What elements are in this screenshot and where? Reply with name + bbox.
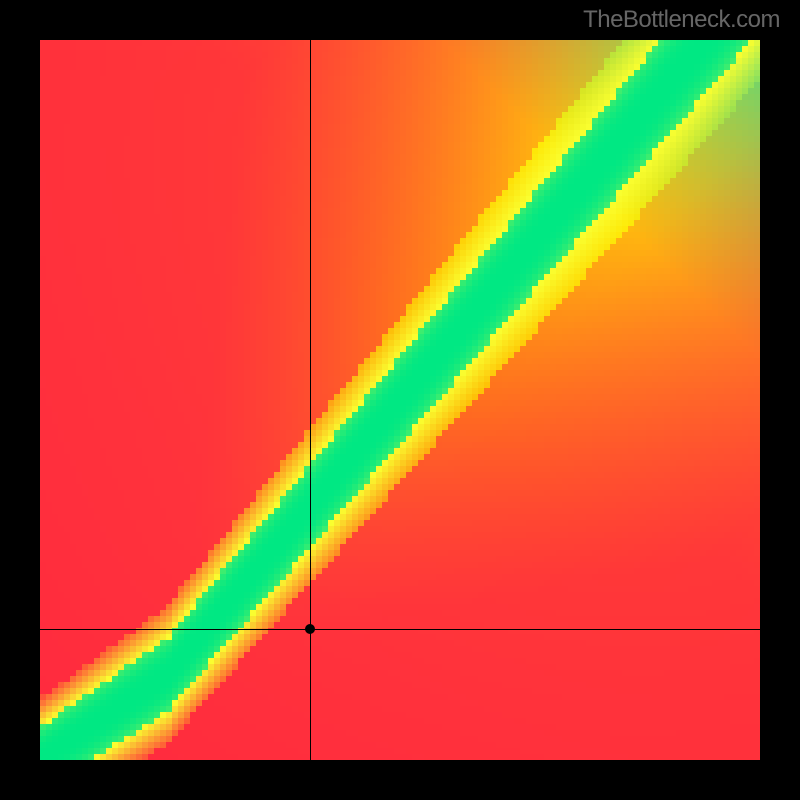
crosshair-horizontal (40, 629, 760, 630)
watermark-text: TheBottleneck.com (583, 6, 780, 34)
crosshair-vertical (310, 40, 311, 760)
plot-area (40, 40, 760, 760)
heatmap-canvas (40, 40, 760, 760)
data-point-marker (305, 624, 315, 634)
bottleneck-heatmap-container: TheBottleneck.com (0, 0, 800, 800)
